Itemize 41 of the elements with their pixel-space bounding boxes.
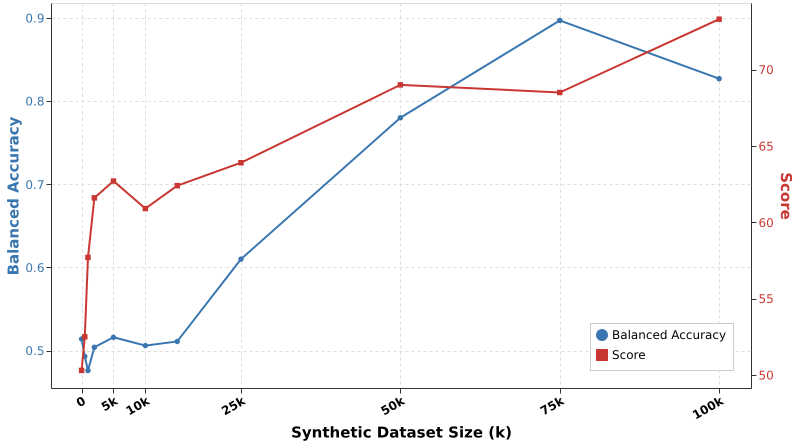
point xyxy=(174,182,180,188)
x-tick-label: 0 xyxy=(74,394,88,410)
y2-axis-title: Score xyxy=(776,172,795,220)
point xyxy=(716,76,722,82)
y-tick-label: 0.9 xyxy=(25,11,44,26)
x-axis-title: Synthetic Dataset Size (k) xyxy=(291,424,512,442)
x-tick-label: 10k xyxy=(123,393,153,418)
point xyxy=(398,82,404,88)
point xyxy=(85,368,91,374)
point xyxy=(110,334,116,340)
x-tick-label: 50k xyxy=(378,393,408,418)
y-axis-title: Balanced Accuracy xyxy=(4,116,22,276)
y2-tick-label: 70 xyxy=(758,63,774,78)
y2-tick-label: 50 xyxy=(758,368,774,383)
point xyxy=(82,334,88,340)
point xyxy=(78,368,84,374)
point xyxy=(142,206,148,212)
y2-tick-label: 60 xyxy=(758,216,774,230)
point xyxy=(110,178,116,184)
point xyxy=(174,338,180,344)
point xyxy=(557,90,562,96)
y2-tick-label: 65 xyxy=(758,139,774,154)
y-tick-label: 0.8 xyxy=(25,94,44,109)
point xyxy=(716,16,722,22)
x-tick-label: 5k xyxy=(98,393,121,414)
y-tick-label: 0.7 xyxy=(25,178,44,192)
legend-label: Score xyxy=(612,348,646,362)
y-tick-label: 0.5 xyxy=(25,344,44,358)
point xyxy=(398,115,404,120)
legend-label: Balanced Accuracy xyxy=(612,328,726,342)
x-tick-label: 75k xyxy=(538,393,568,418)
point xyxy=(142,342,148,348)
point xyxy=(92,195,98,201)
point xyxy=(238,256,244,262)
point xyxy=(238,160,244,166)
x-tick-label: 25k xyxy=(219,393,248,418)
y2-tick-label: 55 xyxy=(758,292,774,306)
y-tick-label: 0.6 xyxy=(25,260,44,275)
point xyxy=(92,344,98,350)
point xyxy=(557,18,562,24)
point xyxy=(85,254,91,260)
